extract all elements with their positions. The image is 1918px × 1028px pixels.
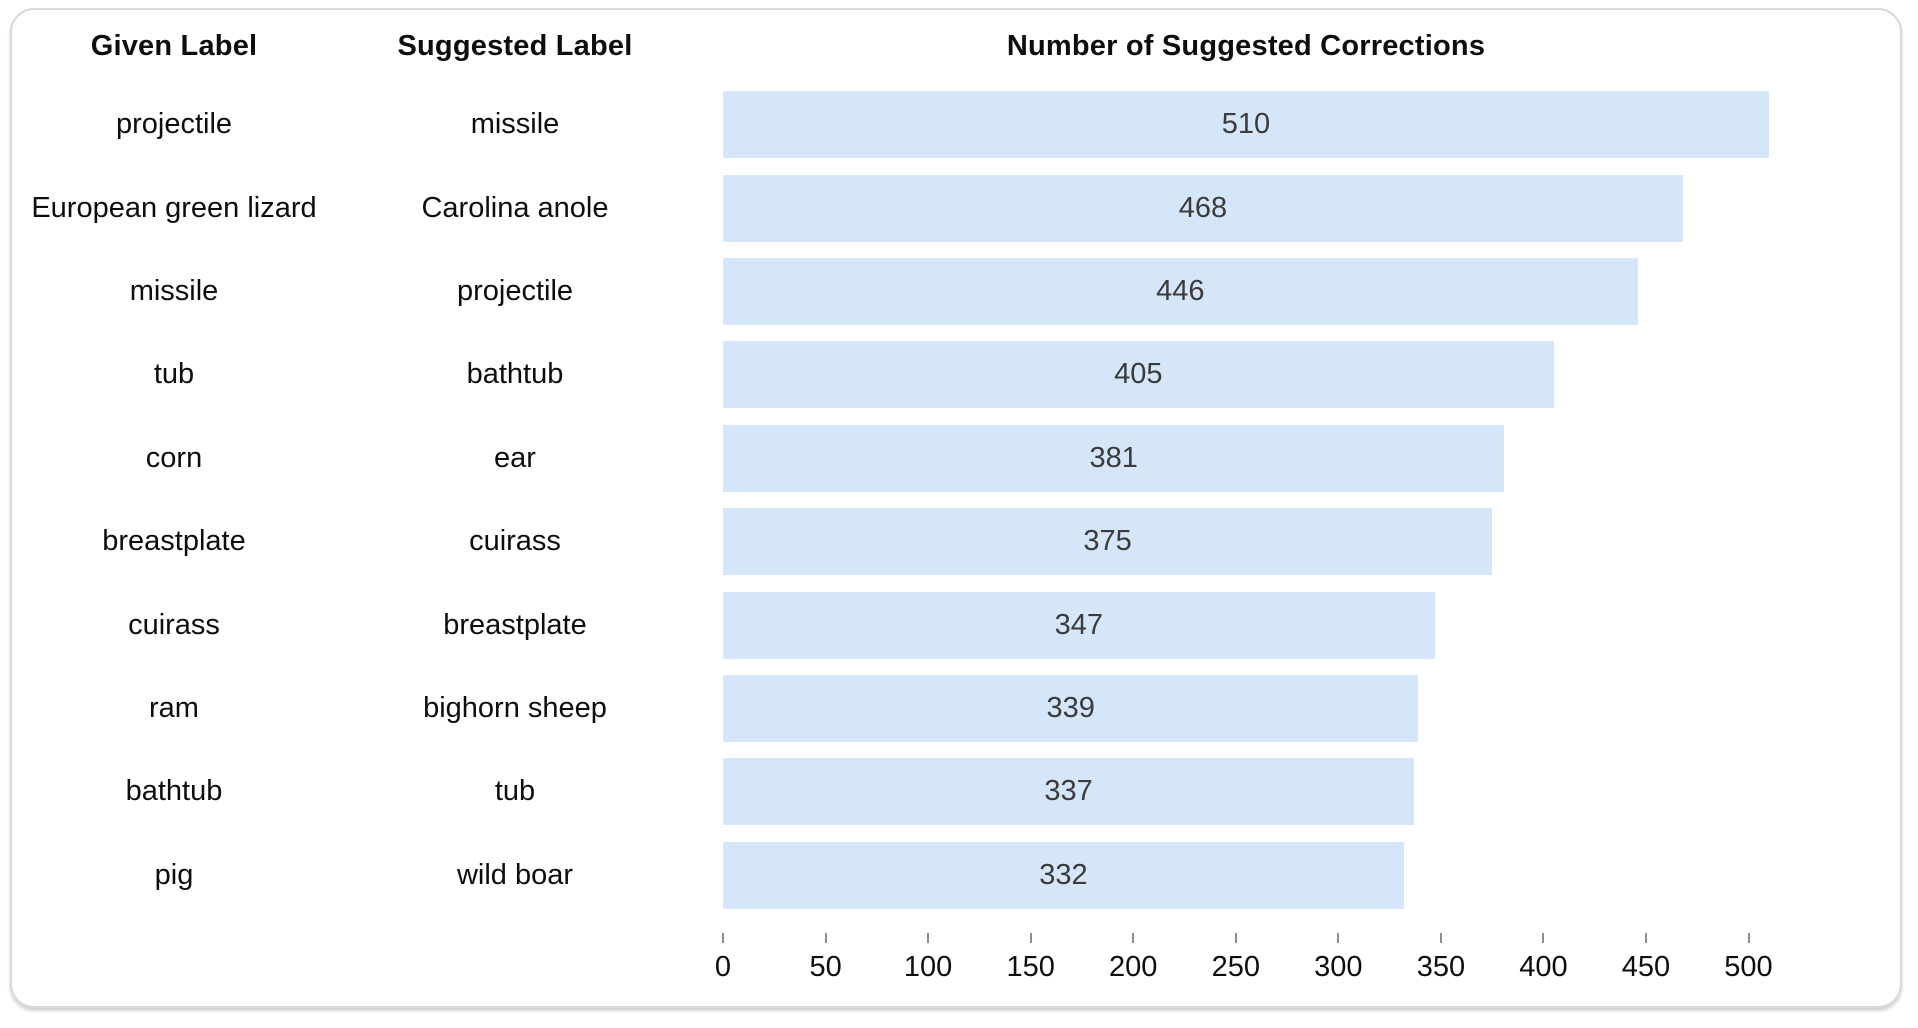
axis-tick-mark [1132, 932, 1135, 943]
x-axis: 0 50 100 150 200 250 300 350 400 450 500 [12, 917, 1900, 1002]
axis-tick-mark [824, 932, 827, 943]
bar: 337 [723, 758, 1415, 826]
suggested-label: bighorn sheep [423, 691, 607, 724]
axis-tick-mark [1337, 932, 1340, 943]
given-label: cuirass [128, 608, 220, 641]
bar-value-label: 339 [1046, 691, 1095, 724]
suggested-label: missile [470, 108, 560, 141]
given-label: corn [145, 441, 203, 474]
axis-tick-label: 300 [1314, 950, 1363, 983]
table-row: pig wild boar 332 [12, 834, 1900, 917]
given-label: bathtub [125, 775, 223, 808]
suggested-label: bathtub [466, 358, 564, 391]
suggested-label: wild boar [456, 858, 574, 891]
bar-value-label: 375 [1083, 525, 1132, 558]
given-label: tub [153, 358, 195, 391]
chart-card: Given Label Suggested Label Number of Su… [10, 8, 1902, 1008]
given-label: missile [129, 274, 219, 307]
table-row: missile projectile 446 [12, 250, 1900, 333]
table-row: corn ear 381 [12, 417, 1900, 500]
axis-tick-label: 0 [714, 950, 732, 983]
chart-title: Number of Suggested Corrections [1006, 30, 1486, 62]
axis-tick-label: 100 [903, 950, 953, 983]
bar-value-label: 337 [1044, 775, 1093, 808]
axis-tick-label: 350 [1416, 950, 1466, 983]
table-row: European green lizard Carolina anole 468 [12, 166, 1900, 249]
given-label: breastplate [102, 525, 246, 558]
bar-value-label: 510 [1221, 108, 1271, 141]
axis-tick-label: 50 [809, 950, 842, 983]
table-row: bathtub tub 337 [12, 750, 1900, 833]
bar: 405 [723, 341, 1554, 409]
suggested-label: projectile [456, 274, 574, 307]
axis-tick-label: 250 [1211, 950, 1260, 983]
axis-tick-label: 500 [1724, 950, 1773, 983]
suggested-label-header: Suggested Label [397, 30, 633, 62]
suggested-label: breastplate [443, 608, 587, 641]
table-row: projectile missile 510 [12, 83, 1900, 166]
bar-rows: projectile missile 510 European green li… [12, 83, 1900, 917]
axis-tick-mark [1439, 932, 1442, 943]
table-row: cuirass breastplate 347 [12, 583, 1900, 666]
bar-value-label: 405 [1114, 358, 1163, 391]
axis-tick-mark [1029, 932, 1032, 943]
bar-value-label: 347 [1054, 608, 1104, 641]
given-label: European green lizard [31, 191, 317, 224]
table-row: breastplate cuirass 375 [12, 500, 1900, 583]
bar: 510 [723, 91, 1769, 159]
bar-value-label: 446 [1156, 274, 1205, 307]
bar: 375 [723, 508, 1493, 576]
bar-value-label: 381 [1089, 441, 1138, 474]
axis-tick-mark [1234, 932, 1237, 943]
axis-tick-label: 400 [1519, 950, 1568, 983]
bar: 339 [723, 674, 1419, 742]
given-label-header: Given Label [90, 30, 258, 62]
given-label: ram [149, 691, 199, 724]
table-row: tub bathtub 405 [12, 333, 1900, 416]
suggested-label: ear [494, 441, 536, 474]
bar: 446 [723, 257, 1638, 325]
given-label: pig [154, 858, 194, 891]
bar: 347 [723, 591, 1435, 659]
axis-tick-mark [1747, 932, 1750, 943]
x-axis-track: 0 50 100 150 200 250 300 350 400 450 500 [715, 917, 1900, 1002]
suggested-label: Carolina anole [421, 191, 609, 224]
axis-tick-mark [722, 932, 724, 943]
bar: 381 [723, 424, 1505, 492]
axis-tick-mark [927, 932, 930, 943]
table-row: ram bighorn sheep 339 [12, 667, 1900, 750]
column-header-row: Given Label Suggested Label Number of Su… [12, 10, 1900, 83]
axis-tick-mark [1645, 932, 1647, 943]
suggested-label: tub [494, 775, 536, 808]
bar-value-label: 332 [1039, 858, 1088, 891]
bar-value-label: 468 [1178, 191, 1228, 224]
suggested-label: cuirass [469, 525, 561, 558]
axis-tick-label: 200 [1108, 950, 1158, 983]
bar: 332 [723, 841, 1404, 909]
axis-tick-mark [1542, 932, 1545, 943]
given-label: projectile [115, 108, 233, 141]
axis-tick-label: 450 [1621, 950, 1671, 983]
bar: 468 [723, 174, 1683, 242]
axis-tick-label: 150 [1006, 950, 1055, 983]
